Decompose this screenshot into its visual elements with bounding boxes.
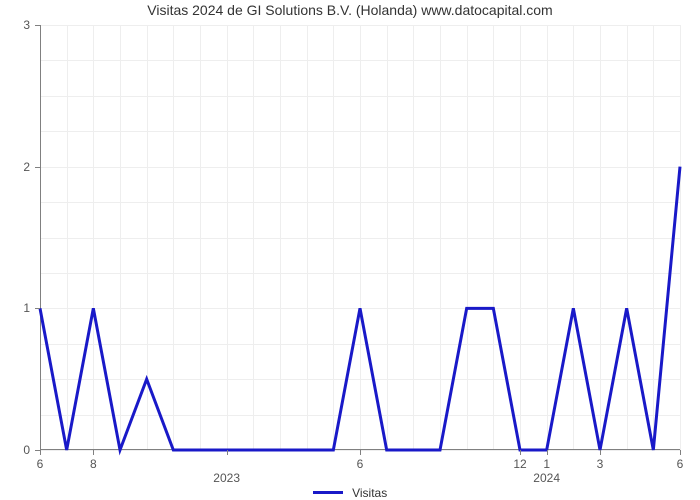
x-tick [680, 450, 681, 455]
y-tick [35, 25, 40, 26]
plot-area: 01236820236121202436 [40, 25, 680, 450]
y-tick-label: 0 [10, 443, 30, 457]
x-tick [93, 450, 94, 455]
x-tick [227, 450, 228, 455]
visitas-polyline [40, 167, 680, 450]
x-tick [360, 450, 361, 455]
legend: Visitas [0, 485, 700, 500]
grid-v [680, 25, 681, 450]
x-tick-label: 6 [37, 457, 44, 471]
x-tick-label: 6 [357, 457, 364, 471]
legend-label: Visitas [352, 486, 387, 500]
y-tick-label: 3 [10, 18, 30, 32]
y-tick-label: 1 [10, 301, 30, 315]
x-tick [40, 450, 41, 455]
x-tick [520, 450, 521, 455]
y-tick-label: 2 [10, 160, 30, 174]
x-tick-label: 3 [597, 457, 604, 471]
x-tick-label: 6 [677, 457, 684, 471]
x-tick-label: 8 [90, 457, 97, 471]
chart-container: Visitas 2024 de GI Solutions B.V. (Holan… [0, 0, 700, 500]
x-tick-label: 1 [543, 457, 550, 471]
x-tick-year-label: 2023 [213, 471, 240, 485]
x-tick [600, 450, 601, 455]
series-line [40, 25, 680, 450]
x-tick-label: 12 [513, 457, 526, 471]
x-tick [547, 450, 548, 455]
y-tick [35, 167, 40, 168]
y-tick [35, 308, 40, 309]
x-tick-year-label: 2024 [533, 471, 560, 485]
legend-swatch [313, 491, 343, 494]
chart-title: Visitas 2024 de GI Solutions B.V. (Holan… [0, 2, 700, 18]
